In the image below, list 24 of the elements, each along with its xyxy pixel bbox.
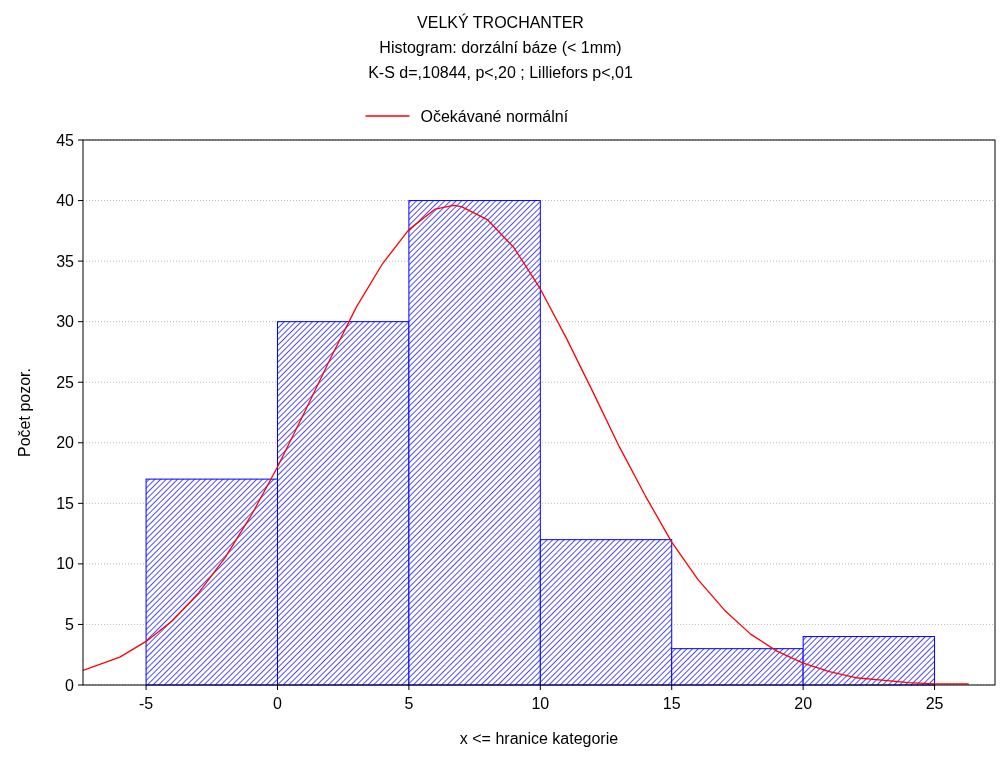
y-tick-label: 30 <box>56 313 75 331</box>
line-series <box>83 204 970 685</box>
y-tick-label: 25 <box>56 373 75 391</box>
y-tick-label: 20 <box>56 434 75 452</box>
y-tick-label: 35 <box>56 252 75 270</box>
x-tick-label: -5 <box>138 695 154 712</box>
x-tick-label: 0 <box>273 695 283 712</box>
y-tick-label: 15 <box>56 494 75 512</box>
legend-label: Očekávané normální <box>420 107 569 125</box>
y-axis-title: Počet pozor. <box>16 368 33 457</box>
y-tick-label: 5 <box>65 616 75 634</box>
text: K-S d=,10844, p<,20 ; Lilliefors p<,01 <box>368 64 633 81</box>
x-tick-label: 15 <box>662 695 681 712</box>
chart-subtitle: Histogram: dorzální báze (< 1mm) <box>379 39 622 56</box>
chart-title: VELKÝ TROCHANTER <box>417 13 584 31</box>
x-tick-label: 25 <box>925 695 944 712</box>
y-tick-label: 0 <box>65 676 75 694</box>
x-tick-label: 10 <box>531 695 550 712</box>
y-tick-label: 10 <box>56 555 75 573</box>
y-tick-label: 40 <box>56 192 75 210</box>
y-tick-label: 45 <box>56 131 75 149</box>
x-axis-title: x <= hranice kategorie <box>459 730 619 747</box>
x-tick-label: 20 <box>794 695 813 712</box>
x-tick-label: 5 <box>404 695 414 712</box>
